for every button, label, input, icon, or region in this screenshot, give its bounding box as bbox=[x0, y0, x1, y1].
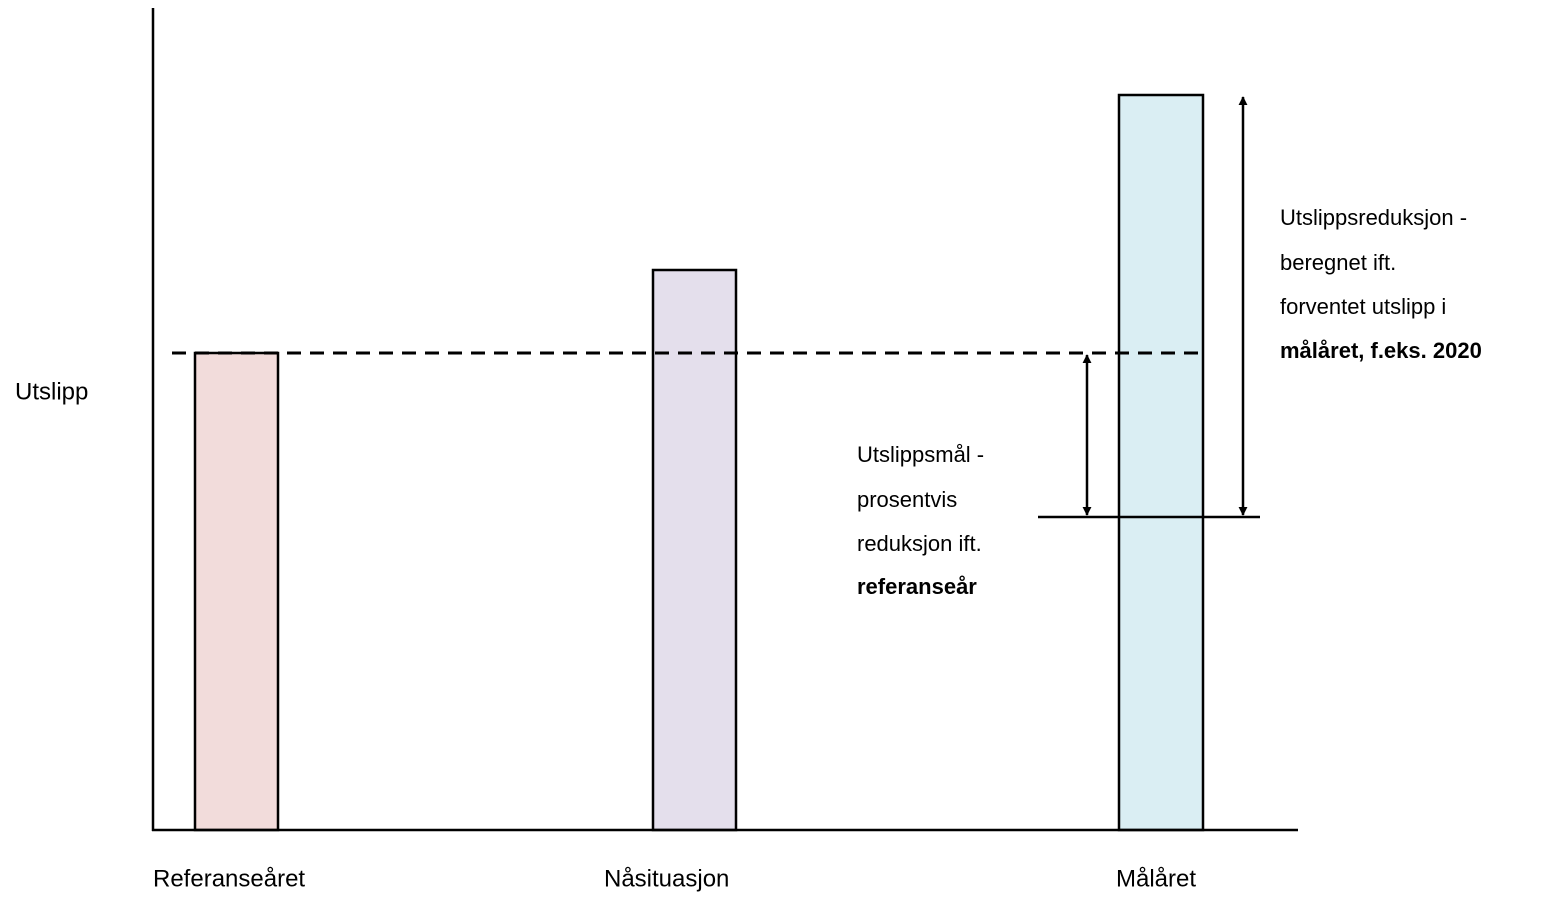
bar-current bbox=[651, 268, 738, 832]
annotation-line: referanseår bbox=[857, 574, 977, 599]
bar-reference bbox=[193, 351, 280, 832]
bar-target bbox=[1117, 93, 1205, 832]
annotation-line: reduksjon ift. bbox=[857, 531, 982, 556]
annotation-line: målåret, f.eks. 2020 bbox=[1280, 338, 1482, 363]
annotation-line: Utslippsmål - bbox=[857, 442, 984, 467]
category-label: Målåret bbox=[1116, 865, 1196, 892]
annotation-line: prosentvis bbox=[857, 487, 957, 512]
annotation-line: Utslippsreduksjon - bbox=[1280, 205, 1467, 230]
y-axis-label: Utslipp bbox=[15, 378, 88, 405]
annotation-line: forventet utslipp i bbox=[1280, 294, 1446, 319]
category-label: Nåsituasjon bbox=[604, 865, 729, 892]
annotation-line: beregnet ift. bbox=[1280, 250, 1396, 275]
category-label: Referanseåret bbox=[153, 865, 305, 892]
